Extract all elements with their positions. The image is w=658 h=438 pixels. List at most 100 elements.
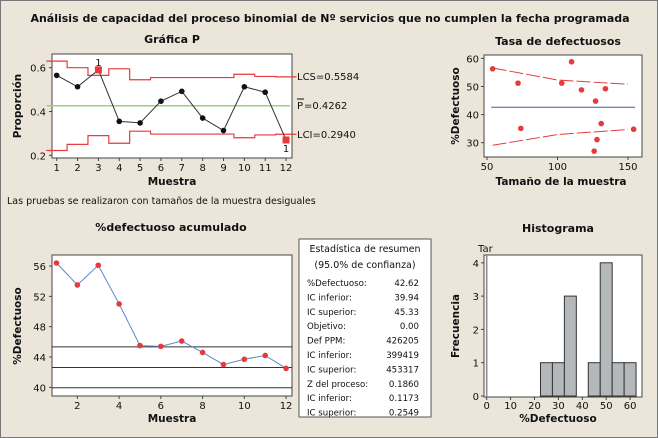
cum-chart-ylabel: %Defectuoso <box>12 287 24 364</box>
data-point <box>137 120 143 126</box>
y-tick-label: 0 <box>473 392 479 403</box>
summary-value: 39.94 <box>394 293 419 303</box>
x-tick-label: 12 <box>280 163 293 174</box>
x-tick-label: 10 <box>504 401 517 412</box>
test-flag-label: 1 <box>95 58 101 69</box>
summary-label: Objetivo: <box>307 322 346 332</box>
data-point <box>602 85 609 92</box>
y-tick-label: 56 <box>33 262 46 273</box>
summary-value: 399419 <box>386 351 419 361</box>
hist-ylabel: Frecuencia <box>450 294 462 358</box>
data-point <box>95 262 102 269</box>
cum-chart-plot <box>51 254 293 397</box>
ucl-label: LCS=0.5584 <box>297 72 359 83</box>
data-point <box>592 98 599 104</box>
histogram-bar <box>587 362 601 397</box>
histogram-bar <box>563 295 577 397</box>
x-tick-label: 30 <box>552 401 565 412</box>
lcl-line <box>46 130 297 152</box>
data-point <box>262 352 269 359</box>
x-tick-label: 0 <box>484 401 490 412</box>
data-point <box>220 361 227 368</box>
data-point <box>199 115 206 121</box>
summary-value: 0.1860 <box>389 380 419 390</box>
y-tick-label: 2 <box>473 325 479 336</box>
x-tick-label: 5 <box>137 163 143 174</box>
x-tick-label: 1 <box>54 163 60 174</box>
summary-value: 453317 <box>386 365 419 375</box>
cum-line <box>56 262 287 369</box>
y-tick-label: 1 <box>473 359 479 370</box>
data-point <box>262 89 269 96</box>
data-point <box>74 282 81 288</box>
summary-label: Z del proceso: <box>307 380 368 390</box>
data-point <box>116 118 123 125</box>
data-point <box>74 83 81 90</box>
y-tick-label: 44 <box>33 353 46 364</box>
test-flag-label: 1 <box>283 144 289 155</box>
flagged-point <box>94 66 102 74</box>
x-tick-label: 8 <box>199 401 205 412</box>
rate-chart-plot <box>483 54 643 158</box>
summary-label: %Defectuoso: <box>307 279 367 289</box>
data-point <box>630 126 637 133</box>
summary-value: 0.00 <box>400 322 419 332</box>
histogram-bar <box>611 362 625 397</box>
summary-subtitle: (95.0% de confianza) <box>314 260 415 271</box>
note: Las pruebas se realizaron con tamaños de… <box>7 196 316 207</box>
y-tick-label: 30 <box>466 139 479 150</box>
rate-chart-title: Tasa de defectuosos <box>495 35 621 48</box>
summary-value: 42.62 <box>394 279 419 289</box>
summary-value: 426205 <box>386 337 419 347</box>
y-tick-label: 0.2 <box>30 151 46 162</box>
summary-value: 0.1173 <box>389 394 419 404</box>
hist-title: Histograma <box>522 222 594 235</box>
x-tick-label: 7 <box>179 163 185 174</box>
x-tick-label: 4 <box>116 401 122 412</box>
summary-value: 0.2549 <box>389 409 419 419</box>
x-tick-label: 60 <box>624 401 637 412</box>
data-point <box>594 136 600 143</box>
x-tick-label: 9 <box>220 163 226 174</box>
data-point <box>199 349 206 356</box>
p-chart-xlabel: Muestra <box>148 176 197 188</box>
data-point <box>241 83 248 90</box>
summary-label: IC superior: <box>307 365 356 375</box>
x-tick-label: 3 <box>95 163 101 174</box>
histogram-bar <box>599 262 613 397</box>
x-tick-label: 2 <box>74 401 80 412</box>
x-tick-label: 8 <box>199 163 205 174</box>
y-tick-label: 40 <box>33 383 46 394</box>
data-point <box>116 301 122 307</box>
x-tick-label: 6 <box>158 163 164 174</box>
x-tick-label: 50 <box>481 162 494 173</box>
y-tick-label: 0.6 <box>30 64 46 75</box>
x-tick-label: 20 <box>528 401 541 412</box>
y-tick-label: 60 <box>466 54 479 65</box>
data-point <box>158 98 164 105</box>
histogram-bar <box>551 362 565 397</box>
x-tick-label: 10 <box>238 163 251 174</box>
x-tick-label: 11 <box>259 163 272 174</box>
summary-label: IC inferior: <box>307 351 352 361</box>
summary-box <box>298 238 432 418</box>
lcl-label: LCI=0.2940 <box>297 130 356 141</box>
summary-label: IC superior: <box>307 308 356 318</box>
cum-chart-xlabel: Muestra <box>148 413 197 425</box>
y-tick-label: 0.4 <box>30 108 46 119</box>
x-tick-label: 40 <box>576 401 589 412</box>
report-title: Análisis de capacidad del proceso binomi… <box>30 12 629 25</box>
x-tick-label: 100 <box>548 162 567 173</box>
hist-target-label: Tar <box>477 244 494 255</box>
x-tick-label: 6 <box>158 401 164 412</box>
x-tick-label: 10 <box>238 401 251 412</box>
center-label: =0.4262 <box>304 101 347 112</box>
summary-label: IC inferior: <box>307 394 352 404</box>
data-point <box>515 80 521 86</box>
x-tick-label: 4 <box>116 163 122 174</box>
x-tick-label: 150 <box>618 162 637 173</box>
data-point <box>158 343 164 350</box>
summary-title: Estadística de resumen <box>309 244 420 255</box>
